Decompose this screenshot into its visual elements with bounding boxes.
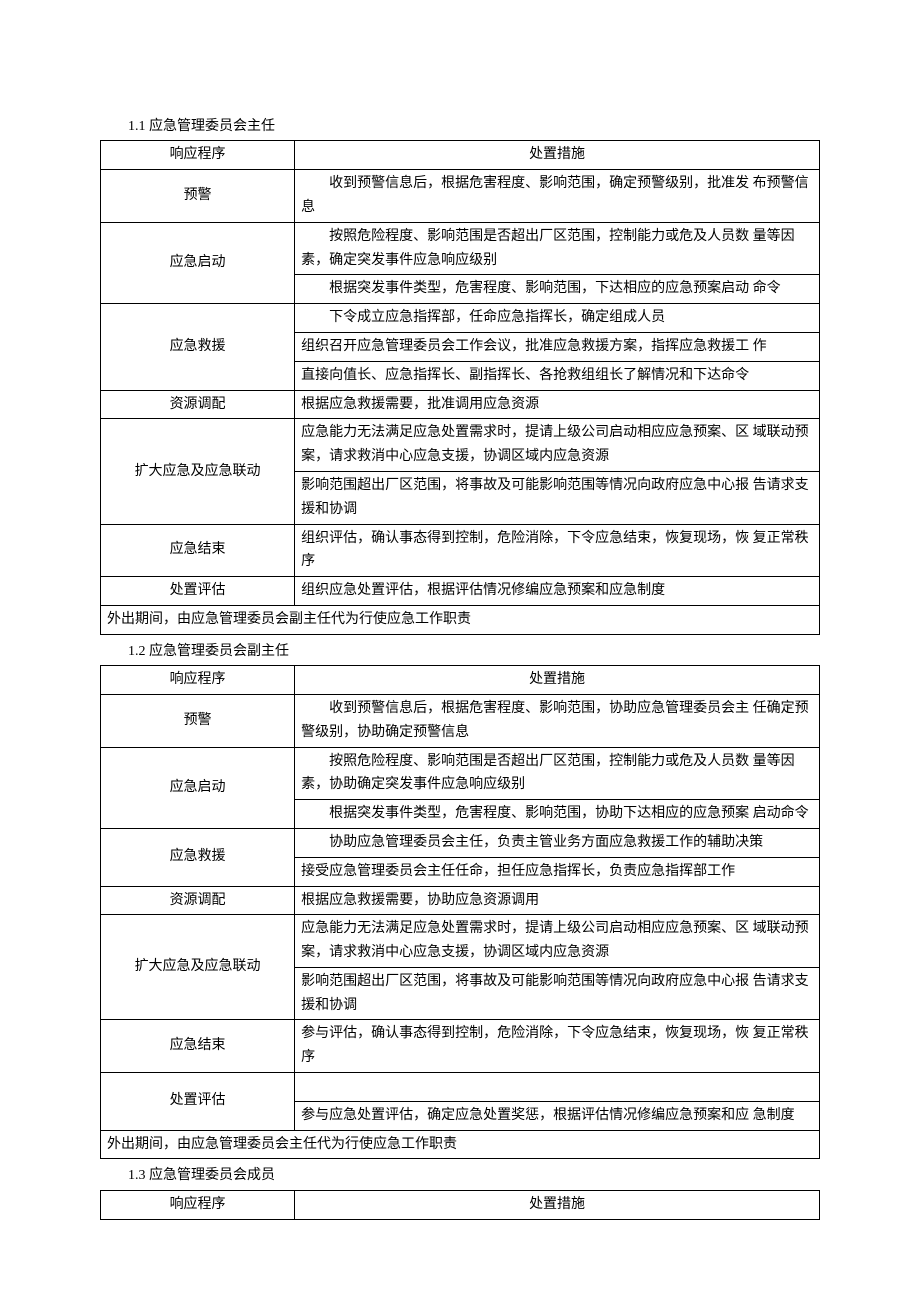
table-row: 应急救援 下令成立应急指挥部，任命应急指挥长，确定组成人员 bbox=[101, 304, 820, 333]
measure-cell: 应急能力无法满足应急处置需求时，提请上级公司启动相应应急预案、区 域联动预案，请… bbox=[295, 419, 820, 472]
phase-cell: 应急启动 bbox=[101, 222, 295, 303]
header-right: 处置措施 bbox=[295, 1190, 820, 1219]
phase-cell: 资源调配 bbox=[101, 390, 295, 419]
measure-cell: 收到预警信息后，根据危害程度、影响范围，确定预警级别，批准发 布预警信息 bbox=[295, 170, 820, 223]
measure-cell: 组织评估，确认事态得到控制，危险消除，下令应急结束，恢复现场，恢 复正常秩序 bbox=[295, 524, 820, 577]
note-cell: 外出期间，由应急管理委员会副主任代为行使应急工作职责 bbox=[101, 605, 820, 634]
measure-cell: 根据突发事件类型，危害程度、影响范围，协助下达相应的应急预案 启动命令 bbox=[295, 800, 820, 829]
phase-cell: 处置评估 bbox=[101, 577, 295, 606]
table-row: 应急结束 参与评估，确认事态得到控制，危险消除，下令应急结束，恢复现场，恢 复正… bbox=[101, 1020, 820, 1073]
phase-cell: 资源调配 bbox=[101, 886, 295, 915]
table-row: 预警 收到预警信息后，根据危害程度、影响范围，确定预警级别，批准发 布预警信息 bbox=[101, 170, 820, 223]
table-row: 扩大应急及应急联动 应急能力无法满足应急处置需求时，提请上级公司启动相应应急预案… bbox=[101, 915, 820, 968]
table-row: 应急救援 协助应急管理委员会主任，负责主管业务方面应急救援工作的辅助决策 bbox=[101, 828, 820, 857]
measure-cell: 组织召开应急管理委员会工作会议，批准应急救援方案，指挥应急救援工 作 bbox=[295, 332, 820, 361]
phase-cell: 应急启动 bbox=[101, 747, 295, 828]
phase-cell: 应急救援 bbox=[101, 828, 295, 886]
measure-cell: 根据突发事件类型，危害程度、影响范围，下达相应的应急预案启动 命令 bbox=[295, 275, 820, 304]
table-row: 资源调配 根据应急救援需要，批准调用应急资源 bbox=[101, 390, 820, 419]
measure-cell: 下令成立应急指挥部，任命应急指挥长，确定组成人员 bbox=[295, 304, 820, 333]
table-row: 资源调配 根据应急救援需要，协助应急资源调用 bbox=[101, 886, 820, 915]
section3-table: 响应程序 处置措施 bbox=[100, 1190, 820, 1220]
header-right: 处置措施 bbox=[295, 666, 820, 695]
measure-cell: 收到预警信息后，根据危害程度、影响范围，协助应急管理委员会主 任确定预警级别，协… bbox=[295, 694, 820, 747]
phase-cell: 应急结束 bbox=[101, 524, 295, 577]
table-row: 应急结束 组织评估，确认事态得到控制，危险消除，下令应急结束，恢复现场，恢 复正… bbox=[101, 524, 820, 577]
section1-title: 1.1 应急管理委员会主任 bbox=[128, 116, 820, 138]
table-row: 预警 收到预警信息后，根据危害程度、影响范围，协助应急管理委员会主 任确定预警级… bbox=[101, 694, 820, 747]
table-row: 处置评估 bbox=[101, 1073, 820, 1102]
header-left: 响应程序 bbox=[101, 1190, 295, 1219]
table-row: 扩大应急及应急联动 应急能力无法满足应急处置需求时，提请上级公司启动相应应急预案… bbox=[101, 419, 820, 472]
table-header-row: 响应程序 处置措施 bbox=[101, 666, 820, 695]
phase-cell: 预警 bbox=[101, 170, 295, 223]
measure-cell: 参与评估，确认事态得到控制，危险消除，下令应急结束，恢复现场，恢 复正常秩序 bbox=[295, 1020, 820, 1073]
header-left: 响应程序 bbox=[101, 666, 295, 695]
phase-cell: 扩大应急及应急联动 bbox=[101, 419, 295, 524]
section2-table: 响应程序 处置措施 预警 收到预警信息后，根据危害程度、影响范围，协助应急管理委… bbox=[100, 665, 820, 1159]
measure-cell: 根据应急救援需要，协助应急资源调用 bbox=[295, 886, 820, 915]
measure-cell: 按照危险程度、影响范围是否超出厂区范围，控制能力或危及人员数 量等因素，确定突发… bbox=[295, 222, 820, 275]
measure-cell: 组织应急处置评估，根据评估情况修编应急预案和应急制度 bbox=[295, 577, 820, 606]
section2-title: 1.2 应急管理委员会副主任 bbox=[128, 641, 820, 663]
section1-table: 响应程序 处置措施 预警 收到预警信息后，根据危害程度、影响范围，确定预警级别，… bbox=[100, 140, 820, 634]
measure-cell: 按照危险程度、影响范围是否超出厂区范围，控制能力或危及人员数 量等因素，协助确定… bbox=[295, 747, 820, 800]
table-header-row: 响应程序 处置措施 bbox=[101, 141, 820, 170]
phase-cell: 预警 bbox=[101, 694, 295, 747]
table-row: 应急启动 按照危险程度、影响范围是否超出厂区范围，控制能力或危及人员数 量等因素… bbox=[101, 747, 820, 800]
measure-cell: 影响范围超出厂区范围，将事故及可能影响范围等情况向政府应急中心报 告请求支援和协… bbox=[295, 471, 820, 524]
table-header-row: 响应程序 处置措施 bbox=[101, 1190, 820, 1219]
note-cell: 外出期间，由应急管理委员会主任代为行使应急工作职责 bbox=[101, 1130, 820, 1159]
phase-cell: 处置评估 bbox=[101, 1073, 295, 1131]
table-note-row: 外出期间，由应急管理委员会主任代为行使应急工作职责 bbox=[101, 1130, 820, 1159]
header-right: 处置措施 bbox=[295, 141, 820, 170]
measure-cell: 影响范围超出厂区范围，将事故及可能影响范围等情况向政府应急中心报 告请求支援和协… bbox=[295, 967, 820, 1020]
measure-cell: 根据应急救援需要，批准调用应急资源 bbox=[295, 390, 820, 419]
header-left: 响应程序 bbox=[101, 141, 295, 170]
measure-cell: 参与应急处置评估，确定应急处置奖惩，根据评估情况修编应急预案和应 急制度 bbox=[295, 1101, 820, 1130]
table-row: 应急启动 按照危险程度、影响范围是否超出厂区范围，控制能力或危及人员数 量等因素… bbox=[101, 222, 820, 275]
measure-cell: 直接向值长、应急指挥长、副指挥长、各抢救组组长了解情况和下达命令 bbox=[295, 361, 820, 390]
table-row: 处置评估 组织应急处置评估，根据评估情况修编应急预案和应急制度 bbox=[101, 577, 820, 606]
measure-cell: 协助应急管理委员会主任，负责主管业务方面应急救援工作的辅助决策 bbox=[295, 828, 820, 857]
phase-cell: 应急结束 bbox=[101, 1020, 295, 1073]
phase-cell: 应急救援 bbox=[101, 304, 295, 390]
measure-cell bbox=[295, 1073, 820, 1102]
phase-cell: 扩大应急及应急联动 bbox=[101, 915, 295, 1020]
measure-cell: 应急能力无法满足应急处置需求时，提请上级公司启动相应应急预案、区 域联动预案，请… bbox=[295, 915, 820, 968]
table-note-row: 外出期间，由应急管理委员会副主任代为行使应急工作职责 bbox=[101, 605, 820, 634]
section3-title: 1.3 应急管理委员会成员 bbox=[128, 1165, 820, 1187]
measure-cell: 接受应急管理委员会主任任命，担任应急指挥长，负责应急指挥部工作 bbox=[295, 857, 820, 886]
